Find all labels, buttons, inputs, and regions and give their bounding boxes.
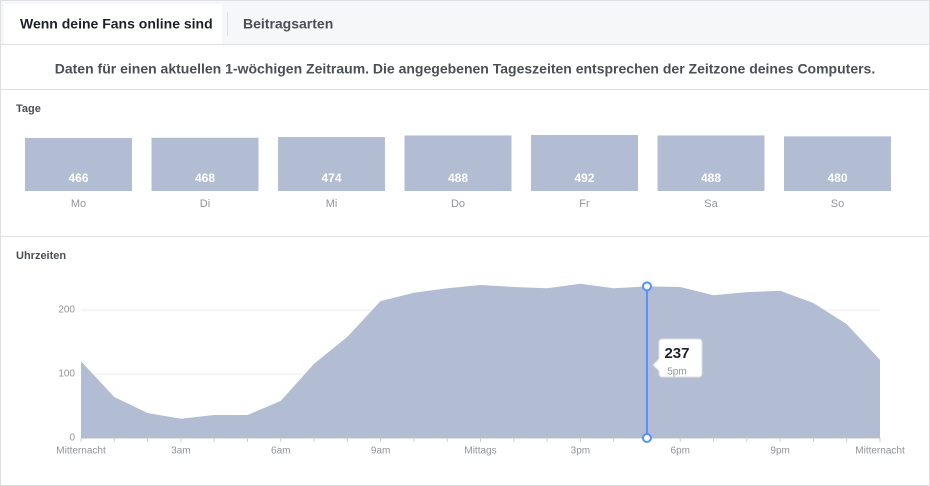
x-tick-label: 6pm — [671, 446, 690, 457]
bar — [657, 135, 765, 191]
tooltip-value: 237 — [664, 345, 689, 362]
x-tick-label: Mi — [326, 198, 338, 210]
x-tick-label: Fr — [579, 198, 590, 210]
bar-value: 468 — [195, 171, 215, 185]
x-tick-label: Sa — [704, 198, 718, 210]
x-tick-label: 9pm — [770, 446, 789, 457]
x-tick-label: Mo — [71, 198, 86, 210]
description: Daten für einen aktuellen 1-wöchigen Zei… — [55, 61, 875, 77]
area — [81, 283, 880, 438]
y-tick-label: 200 — [58, 305, 75, 316]
x-tick-label: Di — [200, 198, 210, 210]
x-tick-label: 9am — [371, 446, 390, 457]
tooltip-label: 5pm — [667, 367, 686, 378]
tab[interactable]: Beitragsarten — [243, 16, 333, 32]
x-tick-label: 3pm — [571, 446, 590, 457]
tab[interactable]: Wenn deine Fans online sind — [20, 16, 213, 32]
x-tick-label: Do — [451, 198, 465, 210]
bar — [278, 137, 385, 191]
bar-value: 474 — [321, 171, 341, 185]
bar — [531, 135, 638, 191]
highlight-point — [641, 281, 652, 292]
x-tick-label: Mitternacht — [855, 446, 905, 457]
x-tick-label: 3am — [171, 446, 190, 457]
active-tab-bg — [4, 4, 222, 44]
bar — [25, 137, 132, 191]
y-tick-label: 0 — [69, 433, 75, 444]
section-title: Uhrzeiten — [16, 250, 66, 262]
highlight-base — [641, 433, 652, 443]
section-title: Tage — [16, 103, 41, 115]
bar-value: 488 — [448, 171, 468, 185]
tooltip — [652, 338, 703, 378]
bar-value: 466 — [68, 171, 88, 185]
bar-value: 492 — [574, 171, 594, 185]
x-tick-label: So — [831, 198, 844, 210]
bar-value: 480 — [827, 171, 847, 185]
bar — [784, 136, 891, 191]
x-tick-label: 6am — [271, 446, 290, 457]
x-tick-label: Mittags — [464, 446, 496, 457]
bar — [404, 135, 512, 191]
bar — [151, 137, 259, 191]
y-tick-label: 100 — [58, 369, 75, 380]
x-tick-label: Mitternacht — [56, 446, 106, 457]
bar-value: 488 — [701, 171, 721, 185]
